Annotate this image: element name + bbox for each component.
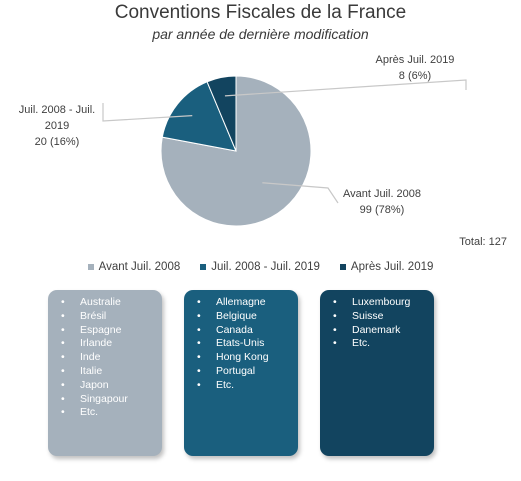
list-item: Canada: [192, 324, 290, 338]
list-item: Belgique: [192, 310, 290, 324]
list-box-juil: Allemagne Belgique Canada Etats-Unis Hon…: [184, 290, 298, 456]
country-list-avant: Australie Brésil Espagne Irlande Inde It…: [56, 296, 154, 420]
legend-swatch-apres: [339, 264, 346, 270]
legend-swatch-avant: [87, 264, 94, 270]
pie-slice-apres: [206, 75, 237, 152]
list-item: Japon: [56, 379, 154, 393]
label-apres-name: Après Juil. 2019: [375, 54, 455, 66]
country-list-juil: Allemagne Belgique Canada Etats-Unis Hon…: [192, 296, 290, 393]
list-item: Etats-Unis: [192, 337, 290, 351]
label-avant: Avant Juil. 2008 99 (78%): [330, 186, 434, 218]
legend-label-juil: Juil. 2008 - Juil. 2019: [211, 261, 320, 273]
country-list-apres: Luxembourg Suisse Danemark Etc.: [328, 296, 426, 351]
label-apres: Après Juil. 2019 8 (6%): [360, 52, 470, 84]
pie-slice-juil: [161, 81, 237, 152]
label-apres-value: 8 (6%): [398, 70, 432, 82]
list-box-apres: Luxembourg Suisse Danemark Etc.: [320, 290, 434, 456]
list-item: Hong Kong: [192, 351, 290, 365]
list-item: Italie: [56, 365, 154, 379]
list-box-avant: Australie Brésil Espagne Irlande Inde It…: [48, 290, 162, 456]
label-juil: Juil. 2008 - Juil. 2019 20 (16%): [8, 102, 106, 150]
label-juil-value: 20 (16%): [34, 136, 80, 148]
list-item: Danemark: [328, 324, 426, 338]
chart-title: Conventions Fiscales de la France: [114, 2, 407, 23]
leader-line-juil: [102, 103, 193, 122]
pie-chart: [102, 75, 467, 227]
legend-item-apres: Après Juil. 2019: [339, 261, 434, 273]
legend: Avant Juil. 2008 Juil. 2008 - Juil. 2019…: [0, 261, 521, 273]
list-item: Allemagne: [192, 296, 290, 310]
list-item: Irlande: [56, 337, 154, 351]
list-item: Inde: [56, 351, 154, 365]
legend-label-avant: Avant Juil. 2008: [98, 261, 181, 273]
list-item: Singapour: [56, 393, 154, 407]
legend-swatch-juil: [200, 264, 207, 270]
leader-line-avant: [262, 182, 339, 204]
chart-subtitle: par année de dernière modification: [152, 26, 369, 42]
list-item: Espagne: [56, 324, 154, 338]
list-item: Etc.: [328, 337, 426, 351]
list-item: Luxembourg: [328, 296, 426, 310]
list-item: Brésil: [56, 310, 154, 324]
list-item: Etc.: [192, 379, 290, 393]
pie-slice-avant: [160, 75, 312, 227]
list-item: Etc.: [56, 406, 154, 420]
label-avant-name: Avant Juil. 2008: [342, 188, 422, 200]
label-juil-name: Juil. 2008 - Juil. 2019: [18, 104, 96, 132]
legend-label-apres: Après Juil. 2019: [350, 261, 434, 273]
label-avant-value: 99 (78%): [359, 204, 405, 216]
list-item: Portugal: [192, 365, 290, 379]
legend-item-avant: Avant Juil. 2008: [87, 261, 181, 273]
list-item: Australie: [56, 296, 154, 310]
list-item: Suisse: [328, 310, 426, 324]
total-label: Total: 127: [459, 236, 507, 248]
leader-line-apres: [224, 79, 467, 97]
legend-item-juil: Juil. 2008 - Juil. 2019: [200, 261, 320, 273]
